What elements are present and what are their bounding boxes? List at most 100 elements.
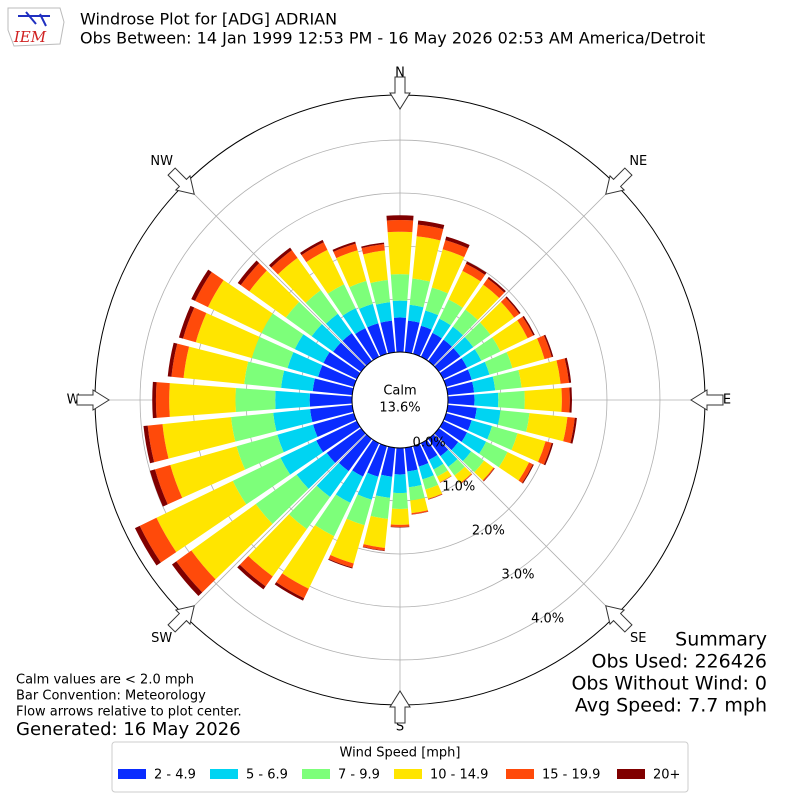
wind-bar [171, 343, 190, 379]
wind-bar [251, 336, 294, 369]
legend-label: 7 - 9.9 [338, 768, 380, 783]
wind-bar [492, 370, 522, 391]
wind-bar [342, 308, 366, 335]
wind-bar [506, 338, 545, 369]
wind-bar [454, 466, 472, 484]
wind-bar [517, 316, 534, 339]
wind-bar [381, 446, 396, 477]
summary-line: Avg Speed: 7.7 mph [575, 695, 767, 717]
wind-bar [191, 269, 212, 301]
wind-bar [413, 443, 429, 467]
wind-bar [311, 324, 341, 352]
wind-bar [462, 263, 486, 282]
wind-bar [176, 550, 216, 593]
wind-bar [443, 326, 464, 347]
wind-bar [428, 339, 452, 366]
grid-spoke [184, 433, 367, 616]
compass-label: NW [150, 154, 173, 169]
wind-bar [497, 410, 530, 432]
logo-map [7, 7, 65, 47]
wind-bar [375, 302, 392, 323]
note: Calm values are < 2.0 mph [16, 673, 194, 688]
wind-bar [428, 455, 444, 470]
grid-spoke [433, 184, 616, 367]
wind-bar [326, 428, 366, 464]
wind-bar [439, 299, 463, 326]
wind-bar [443, 369, 472, 387]
wind-bar [445, 236, 470, 249]
wind-bar [524, 388, 562, 412]
wind-bar [465, 261, 487, 275]
wind-bar [323, 352, 361, 380]
legend-label: 15 - 19.9 [542, 768, 600, 783]
wind-bar [447, 394, 475, 406]
flow-arrow [605, 167, 633, 195]
note: Bar Convention: Meteorology [16, 689, 206, 704]
wind-bar [563, 417, 575, 444]
wind-bar [411, 511, 429, 515]
wind-bar [392, 492, 408, 509]
wind-bar [255, 474, 309, 524]
wind-bar [248, 514, 307, 577]
wind-bar [332, 241, 356, 252]
wind-bar [387, 231, 413, 275]
wind-bar [330, 518, 365, 564]
wind-bar [418, 463, 434, 480]
wind-bar [448, 270, 481, 308]
wind-bar [314, 494, 351, 537]
wind-bar [249, 270, 300, 318]
wind-bar [467, 420, 493, 440]
wind-bar [355, 328, 380, 361]
wind-bar [280, 440, 324, 475]
wind-bar [235, 387, 276, 413]
wind-bar [370, 280, 391, 305]
wind-bar [437, 470, 452, 483]
legend-swatch [210, 769, 238, 779]
wind-bar [428, 434, 449, 457]
wind-bar [390, 526, 410, 528]
wind-bar [393, 317, 407, 353]
wind-bar [386, 220, 414, 233]
logo-text: IEM [13, 28, 47, 46]
wind-bar [474, 460, 494, 481]
wind-bar [465, 284, 500, 321]
chart-subtitle: Obs Between: 14 Jan 1999 12:53 PM - 16 M… [80, 29, 705, 48]
wind-bar [147, 424, 169, 463]
legend-swatch [506, 769, 534, 779]
wind-bar [500, 297, 520, 318]
legend-title: Wind Speed [mph] [340, 746, 461, 761]
wind-bar [277, 257, 321, 303]
wind-bar [556, 358, 570, 384]
wind-bar [271, 250, 298, 275]
wind-bar [367, 323, 387, 357]
calm-value: 13.6% [379, 401, 420, 416]
wind-bar [178, 305, 195, 339]
wind-bar [313, 413, 357, 438]
wind-bar [394, 447, 406, 475]
wind-bar [498, 390, 525, 410]
wind-bar [237, 564, 266, 590]
wind-bar [446, 404, 477, 419]
wind-bar [333, 243, 358, 259]
wind-bar [446, 381, 475, 396]
wind-bar [143, 425, 155, 464]
wind-bar [434, 348, 461, 372]
r-tick-label: 1.0% [442, 480, 475, 495]
wind-bar [362, 546, 385, 552]
wind-bar [156, 480, 247, 553]
legend-box [111, 741, 689, 793]
wind-bar [561, 387, 570, 413]
wind-bar [467, 361, 490, 380]
wind-bar [451, 442, 472, 462]
wind-bar [483, 468, 495, 482]
summary-line: Obs Used: 226426 [592, 651, 767, 673]
wind-bar [363, 250, 388, 284]
summary-line: Obs Without Wind: 0 [571, 673, 767, 695]
flow-arrow [690, 389, 724, 411]
summary-line: Summary [675, 629, 767, 651]
wind-bar [230, 412, 277, 442]
wind-bar [479, 301, 515, 335]
wind-bar [460, 474, 473, 485]
wind-bar [569, 387, 572, 413]
wind-bar [287, 352, 323, 377]
